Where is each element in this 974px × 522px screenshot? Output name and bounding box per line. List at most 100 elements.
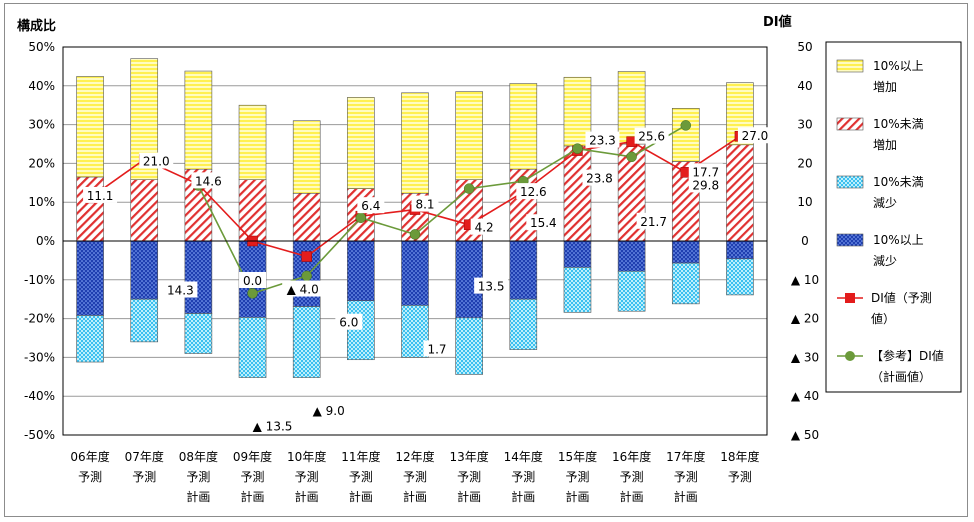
- x-tick-label: 計画: [241, 489, 265, 504]
- x-tick-label: 計画: [620, 489, 644, 504]
- bar-segment: [726, 144, 754, 242]
- data-label: 21.7: [640, 215, 667, 229]
- bar-segment: [184, 313, 213, 354]
- bar-segment: [292, 120, 321, 194]
- x-tick-label: 予測: [511, 470, 535, 484]
- data-label-bg: [470, 218, 498, 235]
- di-plan-marker: [355, 212, 367, 223]
- x-tick-label: 予測: [565, 470, 589, 484]
- data-label-bg: [308, 401, 350, 418]
- di-forecast-marker: [301, 251, 312, 262]
- legend-label: 増加: [873, 80, 897, 94]
- di-plan-line: [197, 124, 687, 295]
- data-label: 17.7: [692, 165, 719, 179]
- y-left-tick-label: 10%: [28, 195, 55, 209]
- data-label: 23.3: [589, 134, 616, 148]
- bar-segment: [292, 192, 321, 242]
- x-tick-label: 07年度: [125, 449, 164, 464]
- data-label: 27.0: [742, 129, 769, 143]
- legend-swatch: [836, 175, 864, 189]
- data-label: 1.7: [427, 342, 446, 356]
- x-tick-label: 予測: [620, 470, 644, 484]
- bar-segment: [617, 270, 646, 312]
- legend-swatch: [836, 117, 864, 131]
- legend-label: （計画値）: [871, 369, 931, 384]
- data-label-bg: [248, 417, 297, 434]
- data-label-bg: [239, 272, 267, 288]
- data-label: ▲ 9.0: [313, 404, 345, 418]
- bar-segment: [671, 262, 700, 305]
- data-label-bg: [582, 169, 617, 186]
- bar-segment: [617, 240, 646, 272]
- data-label: 15.4: [530, 216, 557, 230]
- legend-label: 10%未満: [873, 117, 924, 131]
- y-left-tick-label: -30%: [24, 350, 55, 364]
- legend-label: 値）: [871, 311, 895, 326]
- bar-segment: [563, 267, 592, 313]
- data-label: 21.0: [143, 155, 170, 169]
- data-label: 11.1: [87, 189, 114, 203]
- y-left-tick-label: -20%: [24, 312, 55, 326]
- data-label-bg: [737, 127, 772, 144]
- data-label-bg: [191, 172, 226, 189]
- x-tick-label: 14年度: [504, 449, 543, 464]
- bar-segment: [455, 317, 483, 375]
- legend-label: 減少: [873, 195, 897, 210]
- y-right-tick-label: 50: [797, 40, 812, 54]
- di-plan-marker: [301, 270, 312, 282]
- x-tick-label: 予測: [295, 470, 319, 484]
- x-tick-label: 予測: [674, 470, 698, 484]
- data-label-bg: [282, 280, 324, 297]
- data-label: 25.6: [638, 130, 665, 144]
- data-label: 23.8: [586, 172, 613, 186]
- di-plan-marker: [572, 143, 583, 154]
- x-tick-label: 16年度: [612, 449, 651, 464]
- y-right-tick-label: 40: [797, 79, 812, 93]
- data-label-bg: [474, 277, 509, 294]
- di-plan-marker: [409, 229, 421, 240]
- bar-segment: [401, 240, 429, 306]
- legend-label: 10%以上: [873, 59, 924, 73]
- data-label-bg: [688, 163, 723, 180]
- bar-segment: [238, 104, 267, 180]
- x-tick-label: 予測: [457, 470, 481, 484]
- bar-segment: [130, 298, 159, 343]
- bar-segment: [509, 298, 538, 350]
- y-right-tick-label: 20: [797, 156, 812, 170]
- legend-swatch: [836, 59, 864, 73]
- data-label: 13.5: [478, 280, 505, 294]
- legend-marker: [845, 351, 855, 361]
- x-tick-label: 12年度: [395, 449, 434, 464]
- data-label-bg: [83, 186, 118, 203]
- bar-segment: [76, 176, 104, 242]
- x-tick-label: 13年度: [450, 449, 489, 464]
- y-right-tick-label: ▲ 20: [791, 312, 819, 326]
- legend-label: 増加: [873, 138, 897, 152]
- data-label: 14.3: [167, 284, 194, 298]
- y-left-tick-label: 40%: [28, 79, 55, 93]
- y-left-tick-label: 50%: [28, 40, 55, 54]
- data-label-bg: [357, 197, 385, 214]
- x-tick-label: 計画: [565, 489, 589, 504]
- bar-segment: [726, 240, 754, 260]
- data-label-bg: [634, 127, 669, 144]
- di-plan-marker: [626, 151, 637, 163]
- legend-label: 【参考】DI値: [871, 348, 944, 363]
- bar-segment: [292, 306, 321, 378]
- bar-segment: [347, 240, 375, 302]
- data-label-bg: [411, 195, 439, 212]
- legend-label: DI値（予測: [871, 290, 932, 305]
- di-plan-marker: [463, 183, 475, 194]
- data-label-bg: [335, 313, 363, 330]
- data-label: 6.0: [339, 316, 358, 330]
- y-left-tick-label: -50%: [24, 428, 55, 442]
- bar-segment: [130, 240, 159, 300]
- y-left-tick-label: 30%: [28, 118, 55, 132]
- x-tick-label: 15年度: [558, 449, 597, 464]
- x-tick-label: 予測: [349, 470, 373, 484]
- x-tick-label: 08年度: [179, 449, 218, 464]
- data-label-bg: [688, 176, 723, 193]
- x-tick-label: 06年度: [70, 449, 109, 464]
- data-label-bg: [526, 214, 561, 231]
- x-tick-label: 計画: [457, 489, 481, 504]
